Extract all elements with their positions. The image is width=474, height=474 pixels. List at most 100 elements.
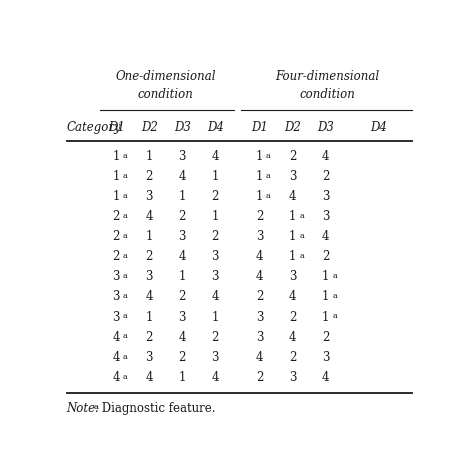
Text: 2: 2 xyxy=(212,190,219,203)
Text: a: a xyxy=(123,192,128,200)
Text: a: a xyxy=(93,403,98,411)
Text: 4: 4 xyxy=(179,170,186,183)
Text: 3: 3 xyxy=(112,291,120,303)
Text: 3: 3 xyxy=(322,351,329,364)
Text: 1: 1 xyxy=(112,170,120,183)
Text: a: a xyxy=(123,312,128,320)
Text: 3: 3 xyxy=(289,270,296,283)
Text: 1: 1 xyxy=(256,190,263,203)
Text: 1: 1 xyxy=(289,250,296,264)
Text: 1: 1 xyxy=(212,310,219,324)
Text: a: a xyxy=(266,172,271,180)
Text: 1: 1 xyxy=(179,371,186,384)
Text: a: a xyxy=(123,172,128,180)
Text: 3: 3 xyxy=(179,150,186,163)
Text: 2: 2 xyxy=(322,331,329,344)
Text: 3: 3 xyxy=(289,170,296,183)
Text: D3: D3 xyxy=(174,121,191,134)
Text: 4: 4 xyxy=(255,270,263,283)
Text: 3: 3 xyxy=(289,371,296,384)
Text: 1: 1 xyxy=(256,170,263,183)
Text: a: a xyxy=(299,232,304,240)
Text: 2: 2 xyxy=(289,351,296,364)
Text: 4: 4 xyxy=(179,331,186,344)
Text: 3: 3 xyxy=(255,310,263,324)
Text: D1: D1 xyxy=(251,121,268,134)
Text: 1: 1 xyxy=(212,170,219,183)
Text: 3: 3 xyxy=(179,230,186,243)
Text: 2: 2 xyxy=(146,250,153,264)
Text: 1: 1 xyxy=(289,230,296,243)
Text: D2: D2 xyxy=(284,121,301,134)
Text: a: a xyxy=(123,272,128,280)
Text: 3: 3 xyxy=(255,331,263,344)
Text: a: a xyxy=(332,312,337,320)
Text: a: a xyxy=(123,373,128,381)
Text: 4: 4 xyxy=(255,250,263,264)
Text: 4: 4 xyxy=(211,291,219,303)
Text: D4: D4 xyxy=(370,121,387,134)
Text: a: a xyxy=(123,212,128,220)
Text: 2: 2 xyxy=(212,331,219,344)
Text: a: a xyxy=(332,272,337,280)
Text: 4: 4 xyxy=(112,331,120,344)
Text: 4: 4 xyxy=(322,371,329,384)
Text: 3: 3 xyxy=(112,270,120,283)
Text: Four-dimensional
condition: Four-dimensional condition xyxy=(275,70,380,100)
Text: 3: 3 xyxy=(211,270,219,283)
Text: 4: 4 xyxy=(112,351,120,364)
Text: 2: 2 xyxy=(146,170,153,183)
Text: D4: D4 xyxy=(207,121,224,134)
Text: Diagnostic feature.: Diagnostic feature. xyxy=(98,402,215,415)
Text: 3: 3 xyxy=(179,310,186,324)
Text: 2: 2 xyxy=(112,250,120,264)
Text: 1: 1 xyxy=(256,150,263,163)
Text: 1: 1 xyxy=(289,210,296,223)
Text: 2: 2 xyxy=(179,291,186,303)
Text: 4: 4 xyxy=(322,150,329,163)
Text: 1: 1 xyxy=(112,190,120,203)
Text: 3: 3 xyxy=(146,270,153,283)
Text: 2: 2 xyxy=(322,170,329,183)
Text: 4: 4 xyxy=(255,351,263,364)
Text: 4: 4 xyxy=(289,331,296,344)
Text: 2: 2 xyxy=(112,210,120,223)
Text: a: a xyxy=(123,332,128,340)
Text: a: a xyxy=(266,152,271,160)
Text: a: a xyxy=(123,292,128,301)
Text: 1: 1 xyxy=(112,150,120,163)
Text: 3: 3 xyxy=(146,351,153,364)
Text: 2: 2 xyxy=(322,250,329,264)
Text: 2: 2 xyxy=(146,331,153,344)
Text: a: a xyxy=(123,353,128,361)
Text: 3: 3 xyxy=(112,310,120,324)
Text: Note:: Note: xyxy=(66,402,100,415)
Text: a: a xyxy=(266,192,271,200)
Text: 4: 4 xyxy=(179,250,186,264)
Text: 4: 4 xyxy=(211,150,219,163)
Text: 1: 1 xyxy=(179,190,186,203)
Text: a: a xyxy=(123,232,128,240)
Text: 3: 3 xyxy=(211,351,219,364)
Text: 1: 1 xyxy=(179,270,186,283)
Text: 2: 2 xyxy=(212,230,219,243)
Text: 1: 1 xyxy=(146,150,153,163)
Text: D2: D2 xyxy=(141,121,158,134)
Text: 3: 3 xyxy=(211,250,219,264)
Text: a: a xyxy=(332,292,337,301)
Text: One-dimensional
condition: One-dimensional condition xyxy=(116,70,216,100)
Text: 3: 3 xyxy=(146,190,153,203)
Text: 4: 4 xyxy=(211,371,219,384)
Text: a: a xyxy=(123,152,128,160)
Text: 2: 2 xyxy=(179,210,186,223)
Text: 1: 1 xyxy=(146,310,153,324)
Text: a: a xyxy=(123,252,128,260)
Text: 2: 2 xyxy=(289,150,296,163)
Text: 2: 2 xyxy=(256,210,263,223)
Text: 1: 1 xyxy=(322,310,329,324)
Text: 3: 3 xyxy=(255,230,263,243)
Text: 1: 1 xyxy=(322,291,329,303)
Text: 4: 4 xyxy=(146,210,153,223)
Text: 4: 4 xyxy=(146,371,153,384)
Text: 2: 2 xyxy=(289,310,296,324)
